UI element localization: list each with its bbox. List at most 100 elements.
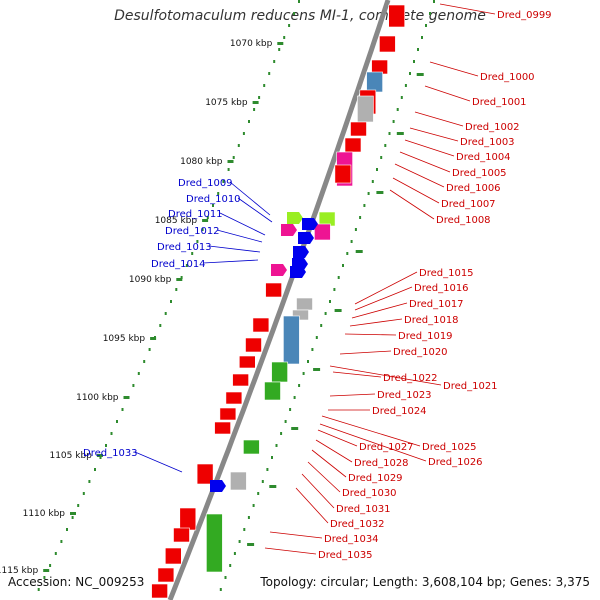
scale-dot (273, 60, 276, 63)
kbp-label: 1105 kbp (49, 451, 92, 461)
scale-dot (37, 588, 40, 591)
scale-dot (212, 204, 214, 207)
gene-block (388, 4, 406, 28)
scale-dot (257, 492, 260, 495)
leader-line (269, 531, 323, 539)
scale-dot (224, 576, 227, 579)
kbp-tick (176, 278, 183, 281)
scale-dot (421, 36, 423, 39)
gene-block (283, 315, 300, 365)
scale-dot (280, 432, 283, 435)
gene-label-dred-1001: Dred_1001 (472, 97, 527, 108)
scale-dot (263, 84, 266, 87)
scale-dot (293, 12, 296, 15)
backbone-line (167, 0, 391, 600)
scale-dot (71, 516, 74, 519)
scale-dot (388, 132, 391, 135)
gene-label-dred-1032: Dred_1032 (330, 519, 385, 530)
outer-tick (247, 543, 255, 546)
gene-arrow (271, 264, 287, 276)
gene-label-dred-1016: Dred_1016 (414, 283, 469, 294)
gene-label-dred-1004: Dred_1004 (456, 152, 511, 163)
scale-dot (94, 468, 96, 471)
scale-dot (293, 396, 296, 399)
outer-tick (313, 368, 321, 371)
gene-label-dred-1010: Dred_1010 (186, 194, 241, 205)
gene-label-dred-1003: Dred_1003 (460, 137, 515, 148)
scale-dot (252, 504, 255, 507)
scale-dot (243, 528, 246, 531)
scale-dot (238, 540, 241, 543)
scale-dot (180, 276, 183, 279)
leader-line (332, 371, 382, 378)
gene-label-dred-1024: Dred_1024 (372, 406, 427, 417)
gene-block (165, 547, 182, 565)
scale-dot (307, 360, 309, 363)
gene-block (350, 121, 367, 137)
scale-dot (60, 540, 63, 543)
scale-dot (49, 564, 52, 567)
gene-block (334, 164, 352, 184)
scale-dot (191, 252, 194, 255)
scale-dot (217, 192, 220, 195)
gene-label-dred-1009: Dred_1009 (178, 178, 233, 189)
gene-block (271, 361, 288, 383)
outer-tick (355, 250, 363, 253)
gene-label-dred-1019: Dred_1019 (398, 331, 453, 342)
scale-dot (54, 552, 57, 555)
gene-arrow (281, 224, 297, 236)
scale-dot (302, 372, 305, 375)
scale-dot (404, 84, 407, 87)
gene-block (296, 297, 313, 311)
gene-block (151, 583, 168, 599)
gene-label-dred-1027: Dred_1027 (359, 442, 414, 453)
leader-line (429, 61, 479, 77)
kbp-tick (277, 42, 284, 45)
gene-label-dred-1017: Dred_1017 (409, 299, 464, 310)
leader-line (354, 286, 413, 311)
gene-arrow (290, 266, 306, 278)
gene-block (239, 355, 256, 369)
scale-dot (196, 240, 199, 243)
scale-dot (148, 348, 151, 351)
gene-label-dred-1006: Dred_1006 (446, 183, 501, 194)
gene-label-dred-1025: Dred_1025 (422, 442, 477, 453)
scale-dot (433, 0, 435, 3)
gene-block (265, 282, 282, 298)
kbp-tick (227, 160, 234, 163)
gene-block (357, 95, 374, 123)
scale-dot (367, 192, 370, 195)
leader-line (404, 139, 455, 157)
leader-line (349, 318, 403, 327)
leader-line (409, 127, 459, 142)
leader-line (134, 451, 183, 473)
gene-block (252, 317, 270, 333)
gene-label-dred-1028: Dred_1028 (354, 458, 409, 469)
scale-dot (429, 12, 431, 15)
scale-dot (233, 552, 236, 555)
scale-dot (132, 384, 135, 387)
kbp-label: 1100 kbp (76, 393, 119, 403)
accession-text: Accession: NC_009253 (8, 575, 145, 589)
scale-dot (185, 264, 188, 267)
gene-block (366, 71, 383, 93)
leader-line (392, 177, 440, 204)
scale-dot (175, 288, 178, 291)
scale-dot (105, 444, 107, 447)
scale-dot (159, 324, 162, 327)
scale-dot (99, 456, 102, 459)
leader-line (329, 365, 442, 386)
leader-line (354, 271, 418, 305)
scale-dot (417, 48, 419, 51)
gene-label-dred-1031: Dred_1031 (336, 504, 391, 515)
leader-line (317, 429, 358, 447)
gene-label-dred-1005: Dred_1005 (452, 168, 507, 179)
gene-label-dred-1020: Dred_1020 (393, 347, 448, 358)
gene-label-dred-1007: Dred_1007 (441, 199, 496, 210)
gene-block (243, 439, 260, 455)
leader-line (394, 163, 445, 188)
scale-dot (268, 72, 271, 75)
gene-block (344, 137, 362, 153)
leader-line (295, 487, 329, 524)
